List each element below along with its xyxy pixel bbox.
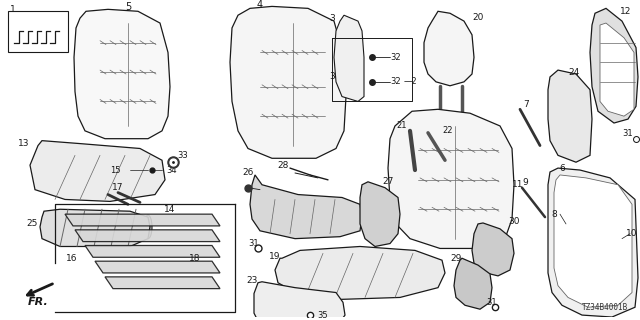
- Text: 29: 29: [451, 254, 461, 263]
- Polygon shape: [65, 214, 220, 226]
- Text: 14: 14: [164, 205, 176, 214]
- Text: 33: 33: [178, 151, 188, 160]
- Text: 26: 26: [243, 167, 253, 177]
- Text: 20: 20: [472, 13, 484, 22]
- Text: 21: 21: [397, 122, 407, 131]
- Text: 23: 23: [246, 276, 258, 285]
- Text: 12: 12: [620, 7, 632, 16]
- Text: 22: 22: [443, 126, 453, 135]
- Polygon shape: [30, 141, 165, 201]
- Polygon shape: [74, 9, 170, 139]
- Text: 3: 3: [329, 14, 335, 23]
- Polygon shape: [85, 245, 220, 257]
- Text: 7: 7: [523, 100, 529, 109]
- Polygon shape: [548, 168, 638, 317]
- Text: 32: 32: [390, 53, 401, 62]
- Text: 8: 8: [551, 210, 557, 219]
- Text: 24: 24: [568, 68, 580, 76]
- Text: 28: 28: [277, 161, 289, 170]
- Polygon shape: [275, 246, 445, 300]
- Text: FR.: FR.: [28, 297, 49, 307]
- Text: 5: 5: [125, 2, 131, 12]
- Text: 13: 13: [19, 139, 29, 148]
- Polygon shape: [105, 277, 220, 289]
- Text: 32: 32: [390, 77, 401, 86]
- Polygon shape: [424, 11, 474, 86]
- Text: 25: 25: [26, 220, 38, 228]
- Polygon shape: [472, 223, 514, 276]
- Text: 18: 18: [189, 254, 201, 263]
- Text: —2: —2: [403, 77, 417, 86]
- Text: 10: 10: [627, 229, 637, 238]
- Text: 34: 34: [166, 165, 177, 174]
- Text: 4: 4: [257, 0, 263, 11]
- Text: 16: 16: [67, 254, 77, 263]
- Polygon shape: [548, 70, 592, 162]
- Polygon shape: [254, 282, 345, 320]
- Text: 30: 30: [508, 217, 520, 226]
- Polygon shape: [230, 6, 346, 158]
- Polygon shape: [360, 182, 400, 246]
- Polygon shape: [554, 175, 632, 307]
- Polygon shape: [454, 258, 492, 309]
- Polygon shape: [95, 261, 220, 273]
- Polygon shape: [600, 23, 634, 116]
- Text: 31: 31: [623, 129, 634, 138]
- Polygon shape: [590, 8, 638, 123]
- Text: TZ34B4001B: TZ34B4001B: [582, 303, 628, 312]
- Polygon shape: [75, 230, 220, 242]
- Ellipse shape: [144, 215, 152, 239]
- Text: 9: 9: [522, 178, 528, 187]
- Text: 17: 17: [112, 183, 124, 192]
- Text: 3: 3: [329, 72, 335, 82]
- Text: 11: 11: [512, 180, 524, 189]
- Polygon shape: [388, 109, 514, 248]
- Text: 6: 6: [559, 164, 565, 172]
- Text: 31: 31: [249, 239, 259, 248]
- Bar: [8, 11, 68, 52]
- Polygon shape: [40, 209, 150, 246]
- Text: 1: 1: [10, 5, 16, 14]
- Polygon shape: [250, 175, 362, 239]
- Text: 19: 19: [269, 252, 281, 261]
- Text: 35: 35: [317, 311, 328, 320]
- Text: 15: 15: [109, 165, 120, 174]
- Text: 31: 31: [486, 298, 497, 307]
- Polygon shape: [334, 15, 364, 101]
- Text: 27: 27: [382, 177, 394, 186]
